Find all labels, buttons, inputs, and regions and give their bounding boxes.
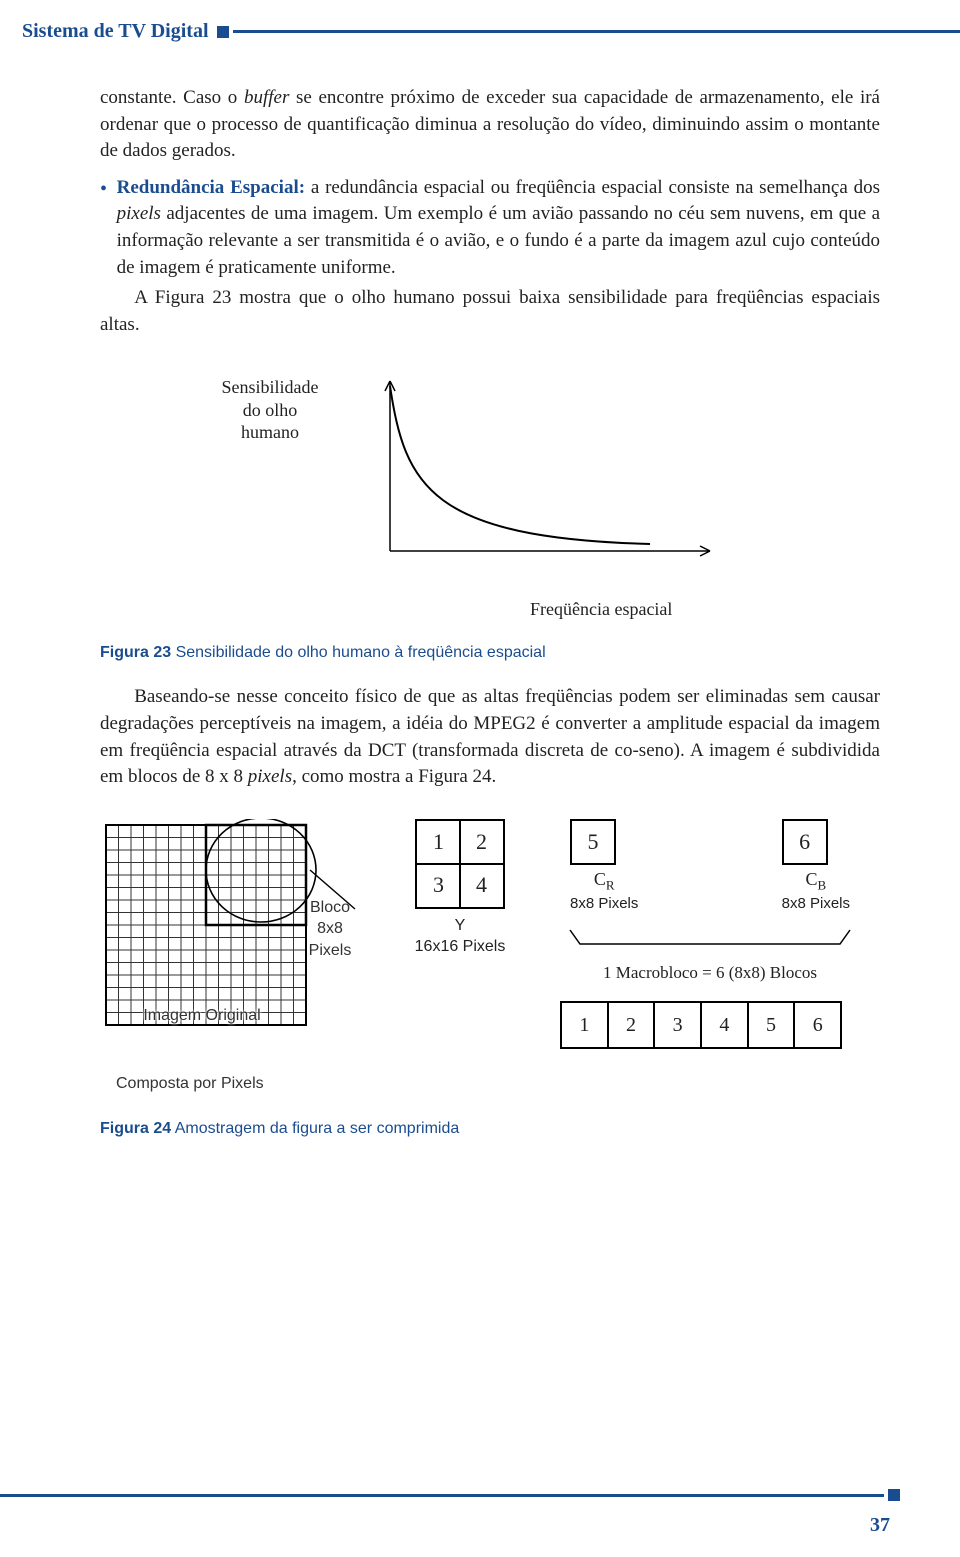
paragraph-fig23-intro: A Figura 23 mostra que o olho humano pos… <box>100 285 880 338</box>
text: 16x16 Pixels <box>415 938 506 955</box>
caption-number: Figura 23 <box>100 644 171 661</box>
bullet-redundancia: • Redundância Espacial: a redundância es… <box>100 175 880 281</box>
fig24-y-block: 1 2 3 4 <box>415 819 505 909</box>
text: A Figura 23 mostra que o olho humano pos… <box>100 287 880 335</box>
text: adjacentes de uma imagem. Um exemplo é u… <box>117 203 880 277</box>
text: 8x8 Pixels <box>570 895 638 912</box>
fig24-right-column: 5 CR 8x8 Pixels 6 CB 8x8 Pixels 1 Macrob… <box>560 819 860 1050</box>
caption-fig24: Figura 24 Amostragem da figura a ser com… <box>100 1120 880 1138</box>
y-cell: 1 <box>417 821 460 864</box>
text: 8x8 Pixels <box>309 920 352 959</box>
seq-cell: 4 <box>702 1003 749 1047</box>
y-cell: 2 <box>460 821 503 864</box>
footer-rule <box>0 1489 900 1501</box>
fig24-macrobloco-label: 1 Macrobloco = 6 (8x8) Blocos <box>560 963 860 983</box>
cr-label: CR <box>570 869 638 894</box>
header-rule <box>233 30 960 33</box>
paragraph-dct: Baseando-se nesse conceito físico de que… <box>100 684 880 790</box>
seq-cell: 2 <box>609 1003 656 1047</box>
figure-23: Sensibilidade do olho humano Freqüência … <box>230 366 750 626</box>
fig24-composta-label: Composta por Pixels <box>100 1073 360 1095</box>
fig24-imagem-label: Imagem Original <box>122 1005 282 1027</box>
page-content: constante. Caso o buffer se encontre pró… <box>100 85 880 1138</box>
text: Imagem Original <box>143 1007 260 1024</box>
y-cell: 4 <box>460 864 503 907</box>
text: Bloco <box>310 899 350 916</box>
text-italic: pixels <box>248 766 292 787</box>
cb-label: CB <box>782 869 850 894</box>
header-title: Sistema de TV Digital <box>22 20 217 43</box>
fig24-grid-column: Bloco 8x8 Pixels Imagem Original Compost… <box>100 819 360 1095</box>
fig24-y-column: 1 2 3 4 Y 16x16 Pixels <box>390 819 530 958</box>
text: constante. Caso o <box>100 87 244 108</box>
seq-cell: 5 <box>749 1003 796 1047</box>
caption-text: Amostragem da figura a ser comprimida <box>171 1120 459 1137</box>
text: Y <box>455 917 466 934</box>
text-sub: B <box>817 877 826 892</box>
caption-text: Sensibilidade do olho humano à freqüênci… <box>171 644 545 661</box>
text: 8x8 Pixels <box>782 895 850 912</box>
fig23-ylabel: Sensibilidade do olho humano <box>210 376 330 444</box>
fig24-crcb-row: 5 CR 8x8 Pixels 6 CB 8x8 Pixels <box>560 819 860 913</box>
footer-line <box>0 1494 884 1497</box>
text: Composta por Pixels <box>116 1075 264 1092</box>
fig23-xlabel: Freqüência espacial <box>530 599 672 620</box>
text: C <box>805 869 817 889</box>
paragraph-constante: constante. Caso o buffer se encontre pró… <box>100 85 880 165</box>
cr-box: 5 <box>570 819 616 865</box>
text: C <box>594 869 606 889</box>
text-italic: pixels <box>117 203 161 224</box>
bullet-text: Redundância Espacial: a redundância espa… <box>117 175 880 281</box>
seq-cell: 6 <box>795 1003 840 1047</box>
text: do olho <box>243 400 298 420</box>
figure-24: Bloco 8x8 Pixels Imagem Original Compost… <box>100 819 880 1095</box>
page-header: Sistema de TV Digital <box>0 20 960 43</box>
text: Sensibilidade <box>222 377 319 397</box>
fig24-cr: 5 CR 8x8 Pixels <box>570 819 638 913</box>
seq-cell: 1 <box>562 1003 609 1047</box>
fig24-sequence-row: 123456 <box>560 1001 842 1049</box>
term: Redundância Espacial: <box>117 177 305 198</box>
fig24-cb: 6 CB 8x8 Pixels <box>782 819 850 913</box>
footer-square-icon <box>888 1489 900 1501</box>
fig24-bloco-label: Bloco 8x8 Pixels <box>300 897 360 962</box>
fig24-y-label: Y 16x16 Pixels <box>390 915 530 958</box>
text-sub: R <box>606 877 615 892</box>
bullet-icon: • <box>100 175 107 281</box>
text: humano <box>241 422 299 442</box>
cb-box: 6 <box>782 819 828 865</box>
text-italic: buffer <box>244 87 289 108</box>
text: a redundância espacial ou freqüência esp… <box>305 177 880 198</box>
fig23-chart <box>350 366 730 576</box>
caption-number: Figura 24 <box>100 1120 171 1137</box>
seq-cell: 3 <box>655 1003 702 1047</box>
fig24-brace <box>560 926 860 952</box>
page-number: 37 <box>870 1514 890 1537</box>
caption-fig23: Figura 23 Sensibilidade do olho humano à… <box>100 644 880 662</box>
header-square-icon <box>217 26 229 38</box>
text: , como mostra a Figura 24. <box>292 766 496 787</box>
y-cell: 3 <box>417 864 460 907</box>
